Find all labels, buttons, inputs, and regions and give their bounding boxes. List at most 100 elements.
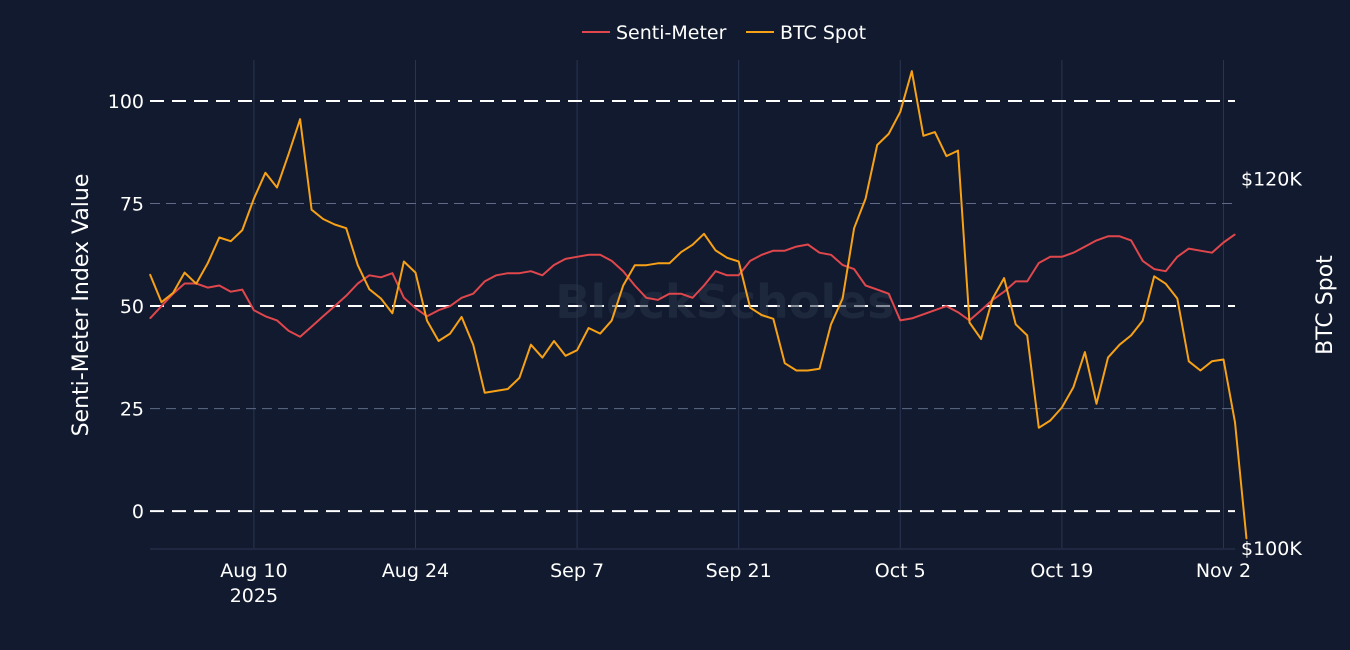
- data-point-btc-spot-28: [472, 344, 474, 346]
- data-point-btc-spot-94: [1234, 421, 1236, 423]
- data-point-btc-spot-31: [507, 388, 509, 390]
- data-point-btc-spot-78: [1049, 419, 1051, 422]
- data-point-btc-spot-36: [564, 355, 567, 357]
- data-point-btc-spot-61: [853, 227, 855, 229]
- data-point-senti-meter-57: [807, 243, 809, 246]
- data-point-senti-meter-86: [1142, 260, 1144, 262]
- data-point-btc-spot-62: [865, 198, 867, 200]
- data-point-btc-spot-11: [276, 186, 278, 189]
- data-point-btc-spot-51: [738, 260, 740, 263]
- data-point-senti-meter-78: [1049, 256, 1051, 258]
- data-point-btc-spot-35: [553, 340, 555, 342]
- data-point-btc-spot-72: [980, 338, 982, 340]
- data-point-senti-meter-15: [322, 315, 324, 317]
- data-point-btc-spot-75: [1015, 323, 1017, 325]
- data-point-senti-meter-67: [922, 313, 925, 315]
- data-point-btc-spot-24: [426, 320, 428, 322]
- data-point-btc-spot-49: [715, 249, 717, 251]
- x-tick-sublabel-0: 2025: [230, 585, 278, 607]
- data-point-btc-spot-34: [541, 357, 544, 359]
- data-point-senti-meter-94: [1234, 233, 1236, 235]
- series-line-btc-spot: [149, 70, 1248, 539]
- data-point-btc-spot-43: [645, 264, 647, 266]
- data-point-senti-meter-6: [218, 284, 220, 287]
- data-point-senti-meter-74: [1003, 291, 1005, 293]
- data-point-senti-meter-25: [438, 309, 440, 311]
- data-point-senti-meter-38: [588, 254, 590, 256]
- data-point-btc-spot-66: [911, 70, 913, 72]
- x-tick-label-3: Sep 21: [706, 560, 772, 582]
- data-point-btc-spot-26: [449, 333, 451, 335]
- series-layer: [149, 70, 1248, 540]
- data-point-btc-spot-86: [1142, 320, 1144, 322]
- data-point-btc-spot-4: [195, 283, 197, 285]
- data-point-btc-spot-84: [1119, 344, 1121, 346]
- data-point-senti-meter-62: [865, 284, 867, 287]
- data-point-btc-spot-79: [1061, 406, 1063, 409]
- data-point-senti-meter-46: [680, 293, 682, 295]
- data-point-senti-meter-29: [484, 280, 486, 282]
- y-left-tick-label-4: 100: [108, 91, 144, 113]
- data-point-senti-meter-81: [1084, 246, 1086, 248]
- y-left-tick-label-3: 75: [120, 194, 144, 216]
- data-point-senti-meter-85: [1130, 239, 1132, 241]
- data-point-btc-spot-50: [726, 257, 728, 259]
- data-point-senti-meter-17: [345, 295, 347, 297]
- data-point-senti-meter-89: [1176, 256, 1178, 258]
- grid: [150, 60, 1235, 550]
- data-point-btc-spot-30: [495, 390, 497, 392]
- data-point-btc-spot-40: [611, 320, 613, 322]
- data-point-btc-spot-20: [380, 297, 382, 300]
- data-point-btc-spot-18: [357, 264, 359, 266]
- data-point-senti-meter-50: [726, 274, 728, 276]
- data-point-btc-spot-65: [899, 111, 901, 113]
- data-point-btc-spot-25: [438, 340, 440, 342]
- data-point-senti-meter-55: [784, 250, 786, 252]
- data-point-senti-meter-88: [1165, 270, 1167, 272]
- data-point-btc-spot-95: [1245, 538, 1248, 540]
- y-right-tick-label-0: $120K: [1241, 168, 1302, 190]
- data-point-btc-spot-88: [1165, 283, 1167, 285]
- data-point-senti-meter-53: [761, 254, 763, 256]
- legend-item-senti-meter[interactable]: Senti-Meter: [582, 22, 727, 44]
- legend-item-btc-spot[interactable]: BTC Spot: [746, 22, 866, 44]
- data-point-senti-meter-12: [287, 330, 290, 332]
- x-tick-label-0: Aug 10: [220, 560, 287, 582]
- data-point-btc-spot-17: [345, 227, 347, 229]
- data-point-senti-meter-64: [888, 293, 890, 295]
- data-point-btc-spot-33: [530, 344, 532, 346]
- data-point-senti-meter-13: [299, 336, 301, 338]
- y-left-tick-label-1: 25: [120, 399, 144, 421]
- data-point-btc-spot-64: [888, 133, 890, 135]
- data-point-senti-meter-30: [495, 274, 497, 276]
- data-point-senti-meter-35: [553, 264, 555, 266]
- data-point-btc-spot-70: [957, 150, 959, 152]
- data-point-senti-meter-44: [657, 299, 659, 301]
- y-axis-right-title: BTC Spot: [1313, 255, 1338, 355]
- data-point-btc-spot-23: [414, 272, 417, 274]
- data-point-btc-spot-9: [253, 198, 255, 200]
- data-point-senti-meter-36: [564, 258, 567, 260]
- data-point-senti-meter-70: [957, 311, 959, 313]
- data-point-btc-spot-67: [922, 135, 925, 137]
- data-point-btc-spot-48: [703, 233, 705, 235]
- data-point-senti-meter-76: [1026, 280, 1028, 282]
- data-point-btc-spot-92: [1211, 360, 1213, 362]
- data-point-btc-spot-42: [634, 264, 636, 266]
- data-point-btc-spot-55: [784, 362, 786, 364]
- data-point-btc-spot-45: [668, 262, 671, 264]
- data-point-btc-spot-81: [1084, 351, 1086, 353]
- data-point-senti-meter-65: [899, 319, 901, 321]
- data-point-btc-spot-10: [264, 172, 266, 174]
- watermark-text: BlockScholes: [555, 275, 894, 329]
- data-point-btc-spot-21: [391, 312, 393, 314]
- data-point-btc-spot-46: [680, 251, 682, 253]
- data-point-senti-meter-69: [945, 305, 948, 307]
- x-tick-label-5: Oct 19: [1030, 560, 1093, 582]
- data-point-senti-meter-63: [876, 289, 878, 291]
- data-point-senti-meter-75: [1015, 280, 1017, 282]
- data-point-senti-meter-87: [1153, 268, 1155, 270]
- data-point-btc-spot-32: [518, 377, 521, 379]
- data-point-senti-meter-79: [1061, 256, 1063, 258]
